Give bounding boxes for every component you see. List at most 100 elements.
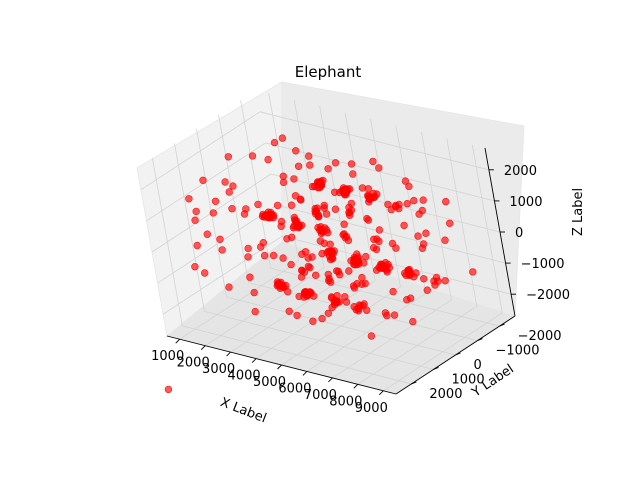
data-point: [199, 176, 207, 185]
data-point: [264, 155, 272, 164]
data-point: [273, 201, 282, 210]
z-axis-label: Z Label: [571, 188, 586, 236]
x-tick-label: 8000: [329, 394, 362, 409]
data-point: [389, 287, 397, 296]
data-point: [251, 307, 259, 316]
data-point: [269, 251, 278, 260]
data-point: [375, 164, 383, 172]
y-tick-label: −2000: [518, 329, 562, 344]
data-point: [418, 206, 426, 215]
data-point: [342, 185, 350, 193]
data-point: [319, 176, 327, 185]
z-tick-label: −2000: [526, 288, 570, 303]
data-point: [209, 209, 218, 217]
data-point: [312, 271, 320, 279]
data-point: [279, 172, 287, 181]
grid-line-y: [270, 267, 500, 327]
x-tick-label: 1000: [151, 349, 184, 364]
data-point: [292, 147, 300, 155]
data-point: [385, 263, 394, 272]
data-point: [364, 185, 372, 193]
tick-labels: 100020003000400050006000700080009000−200…: [151, 164, 570, 416]
data-point: [306, 263, 314, 272]
data-point: [364, 216, 373, 224]
axes: [166, 147, 517, 396]
data-point: [419, 196, 427, 204]
x-tick-label: 4000: [228, 369, 261, 384]
data-point: [345, 267, 353, 275]
data-point: [225, 188, 233, 196]
data-point: [342, 298, 351, 306]
data-point: [336, 271, 344, 279]
data-point: [242, 205, 250, 213]
data-point: [310, 292, 318, 300]
y-tick-label: 1000: [452, 372, 485, 387]
y-tick-mark: [477, 338, 483, 342]
data-point: [276, 280, 284, 288]
x-tick-label: 9000: [355, 401, 388, 416]
grid-line-y: [182, 325, 412, 385]
data-point: [400, 221, 408, 230]
data-point: [401, 177, 410, 185]
x-tick-mark: [200, 345, 206, 351]
data-point: [347, 160, 356, 168]
data-point: [361, 279, 369, 288]
y-tick-label: 2000: [429, 387, 462, 402]
data-point: [211, 197, 220, 206]
data-point: [327, 249, 335, 257]
z-tick-label: 1000: [509, 195, 542, 210]
data-point: [164, 385, 173, 394]
data-point: [446, 219, 454, 228]
data-point: [185, 195, 193, 203]
x-tick-mark: [328, 377, 333, 383]
data-point: [318, 314, 326, 323]
y-tick-mark: [433, 366, 439, 370]
data-point: [422, 229, 430, 237]
data-point: [362, 252, 370, 261]
data-point: [333, 292, 341, 300]
data-point: [367, 332, 376, 340]
data-point: [349, 170, 357, 178]
x-tick-mark: [378, 390, 384, 396]
grid-line-z: [157, 204, 277, 284]
data-point: [345, 208, 353, 217]
y-tick-mark: [411, 381, 417, 385]
data-point: [191, 263, 199, 271]
data-point: [285, 307, 293, 315]
grid-line-z: [265, 142, 495, 202]
data-point: [373, 235, 381, 243]
z-tick-label: 0: [515, 226, 523, 241]
grid-line-y: [226, 296, 456, 356]
data-point: [313, 204, 321, 212]
data-point: [287, 201, 296, 209]
data-point: [192, 207, 200, 216]
data-point: [410, 273, 418, 281]
scatter-points: [164, 134, 477, 394]
x-tick-mark: [226, 351, 231, 357]
data-point: [216, 235, 224, 244]
data-point: [218, 246, 226, 254]
data-point: [332, 298, 341, 306]
data-point: [301, 248, 310, 256]
x-tick-label: 3000: [202, 362, 235, 377]
x-tick-mark: [175, 338, 181, 344]
data-point: [260, 251, 269, 260]
data-point: [387, 205, 395, 214]
data-point: [278, 134, 287, 142]
grid-line-z: [140, 111, 261, 191]
data-point: [224, 153, 233, 161]
data-point: [360, 259, 368, 267]
data-point: [381, 309, 390, 317]
data-point: [375, 226, 384, 234]
data-point: [268, 210, 276, 219]
data-point: [358, 273, 366, 282]
grid-line-z: [282, 235, 512, 295]
data-point: [300, 268, 309, 276]
data-point: [294, 220, 303, 229]
data-point: [441, 277, 449, 285]
data-point: [320, 239, 328, 247]
x-tick-label: 6000: [278, 381, 311, 396]
data-point: [410, 196, 418, 205]
